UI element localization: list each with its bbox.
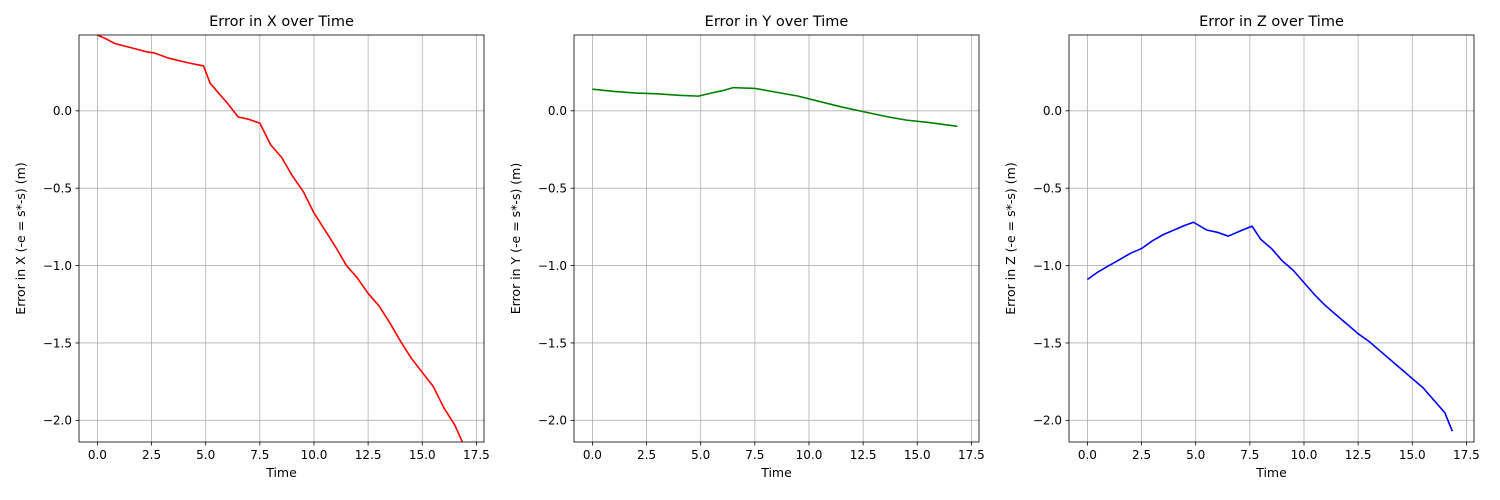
x-tick-label: 5.0 xyxy=(196,448,215,462)
x-axis-label: Time xyxy=(265,465,297,480)
chart-title: Error in Y over Time xyxy=(705,14,849,30)
x-tick-label: 17.5 xyxy=(463,448,490,462)
chart-x: 0.0 2.5 5.0 7.5 10.0 12.5 15.0 17.5 0.0 −0.5 −1.0 −… xyxy=(13,14,490,480)
chart-y: 0.0 2.5 5.0 7.5 10.0 12.5 15.0 17.5 0.0 −0.5 −1.0 −… xyxy=(508,14,985,480)
x-tick-label: 5.0 xyxy=(1186,448,1205,462)
y-axis-label: Error in Y (-e = s*-s) (m) xyxy=(508,163,523,314)
x-tick-label: 10.0 xyxy=(301,448,328,462)
series-line-y xyxy=(592,86,958,128)
y-tick-label: 0.0 xyxy=(548,104,567,118)
x-tick-label: 0.0 xyxy=(1078,448,1097,462)
x-tick-label: 12.5 xyxy=(355,448,382,462)
x-tick-label: 17.5 xyxy=(1453,448,1480,462)
series-line-x xyxy=(97,35,464,442)
chart-title: Error in X over Time xyxy=(209,14,354,30)
y-tick-label: −2.0 xyxy=(1033,414,1062,428)
x-tick-label: 17.5 xyxy=(958,448,985,462)
axes-frame xyxy=(573,34,980,443)
x-tick-label: 5.0 xyxy=(691,448,710,462)
x-tick-label: 15.0 xyxy=(409,448,436,462)
series-line-z xyxy=(1086,221,1454,432)
y-tick-label: −0.5 xyxy=(43,182,72,196)
x-tick-label: 12.5 xyxy=(1345,448,1372,462)
x-tick-label: 10.0 xyxy=(1291,448,1318,462)
y-tick-label: −1.0 xyxy=(43,259,72,273)
y-tick-label: −1.5 xyxy=(43,336,72,350)
y-tick-label: −1.0 xyxy=(1033,259,1062,273)
y-tick-label: −1.0 xyxy=(538,259,567,273)
y-axis-label: Error in Z (-e = s*-s) (m) xyxy=(1003,162,1018,314)
x-tick-label: 10.0 xyxy=(796,448,823,462)
x-tick-label: 2.5 xyxy=(1132,448,1151,462)
axes-frame xyxy=(78,34,485,443)
x-tick-label: 0.0 xyxy=(583,448,602,462)
y-tick-label: 0.0 xyxy=(53,104,72,118)
x-tick-label: 7.5 xyxy=(1240,448,1259,462)
x-tick-label: 2.5 xyxy=(142,448,161,462)
y-tick-label: 0.0 xyxy=(1043,104,1062,118)
x-tick-label: 2.5 xyxy=(637,448,656,462)
y-tick-label: −1.5 xyxy=(538,336,567,350)
chart-title: Error in Z over Time xyxy=(1199,14,1344,30)
y-tick-label: −2.0 xyxy=(43,414,72,428)
x-tick-label: 7.5 xyxy=(745,448,764,462)
y-axis-label: Error in X (-e = s*-s) (m) xyxy=(13,162,28,314)
x-tick-label: 15.0 xyxy=(904,448,931,462)
x-tick-label: 15.0 xyxy=(1399,448,1426,462)
x-axis-label: Time xyxy=(1255,465,1287,480)
y-tick-label: −1.5 xyxy=(1033,336,1062,350)
chart-z: 0.0 2.5 5.0 7.5 10.0 12.5 15.0 17.5 0.0 −0.5 −1.0 −… xyxy=(1003,14,1480,480)
x-tick-label: 12.5 xyxy=(850,448,877,462)
axes-frame xyxy=(1068,34,1475,443)
x-axis-label: Time xyxy=(760,465,792,480)
x-tick-label: 7.5 xyxy=(250,448,269,462)
y-tick-label: −0.5 xyxy=(1033,182,1062,196)
y-tick-label: −0.5 xyxy=(538,182,567,196)
x-tick-label: 0.0 xyxy=(88,448,107,462)
y-tick-label: −2.0 xyxy=(538,414,567,428)
